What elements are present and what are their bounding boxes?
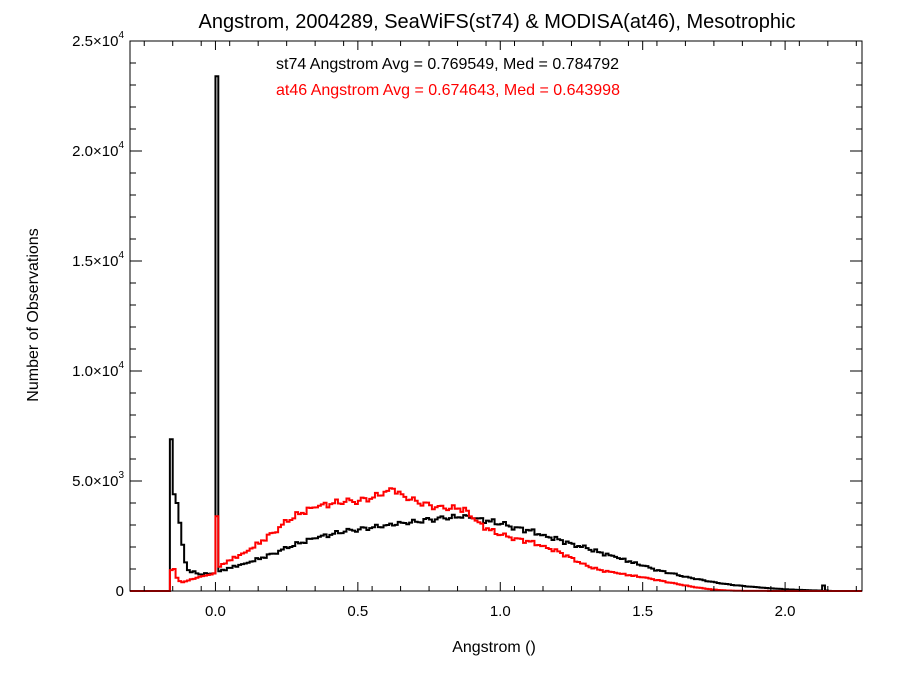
x-tick-label: 0.5	[347, 603, 368, 620]
x-axis-ticks: 0.0 0.5 1.0 1.5 2.0	[143, 41, 857, 620]
y-axis-title: Number of Observations	[25, 228, 42, 401]
series-line-2	[130, 487, 862, 592]
plot-frame	[129, 40, 863, 592]
y-tick-label: 2.5×104	[72, 30, 124, 50]
x-tick-label: 1.0	[490, 603, 511, 620]
x-tick-label: 0.0	[205, 603, 226, 620]
x-tick-label: 2.0	[775, 603, 796, 620]
y-axis-ticks: 0 5.0×103 1.0×104 1.5×104 2.0×104 2.5×104	[72, 30, 862, 600]
chart-title: Angstrom, 2004289, SeaWiFS(st74) & MODIS…	[199, 11, 796, 33]
series-stats: st74 Angstrom Avg = 0.769549, Med = 0.78…	[276, 56, 620, 99]
y-tick-label: 5.0×103	[72, 470, 124, 490]
y-tick-label: 2.0×104	[72, 140, 124, 160]
y-tick-label: 0	[116, 583, 124, 600]
stats-label-1: st74 Angstrom Avg = 0.769549, Med = 0.78…	[276, 56, 619, 73]
x-axis-title: Angstrom ()	[452, 639, 536, 656]
stats-label-2: at46 Angstrom Avg = 0.674643, Med = 0.64…	[276, 82, 620, 99]
series-line-1	[130, 75, 862, 592]
series-layer	[130, 75, 862, 592]
x-tick-label: 1.5	[632, 603, 653, 620]
y-tick-label: 1.0×104	[72, 360, 124, 380]
y-tick-label: 1.5×104	[72, 250, 124, 270]
plot-area: 0.0 0.5 1.0 1.5 2.0 0 5.0×103 1.0×104 1.5×104 2.…	[72, 30, 863, 620]
